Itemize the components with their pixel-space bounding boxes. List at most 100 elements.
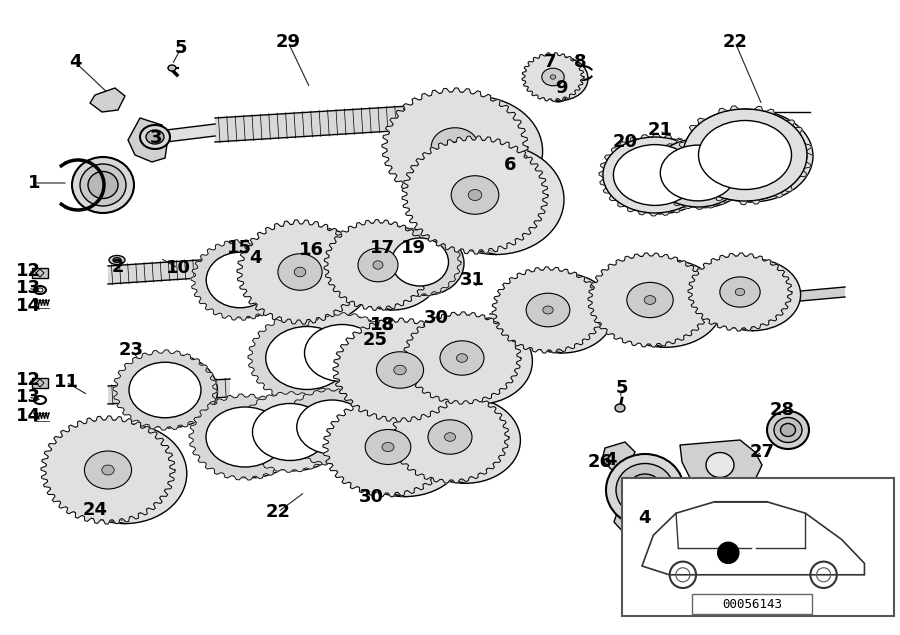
Ellipse shape (706, 453, 734, 478)
Text: 00056143: 00056143 (722, 598, 782, 610)
Ellipse shape (407, 140, 543, 250)
Text: 28: 28 (770, 401, 795, 419)
Ellipse shape (455, 344, 500, 378)
Ellipse shape (301, 401, 371, 455)
Ellipse shape (133, 363, 205, 418)
Ellipse shape (266, 326, 348, 389)
Polygon shape (490, 306, 580, 342)
Circle shape (717, 542, 739, 563)
Ellipse shape (293, 257, 338, 293)
Polygon shape (333, 318, 467, 422)
Ellipse shape (431, 128, 479, 166)
Text: 4: 4 (248, 249, 261, 267)
Ellipse shape (388, 231, 464, 295)
Text: 22: 22 (266, 503, 291, 521)
Text: 23: 23 (119, 341, 143, 359)
Polygon shape (289, 312, 395, 393)
Ellipse shape (692, 256, 788, 328)
Polygon shape (113, 350, 217, 430)
Ellipse shape (88, 171, 118, 199)
Text: 9: 9 (554, 79, 567, 97)
Text: 18: 18 (369, 316, 394, 334)
Ellipse shape (257, 317, 367, 401)
Ellipse shape (733, 279, 773, 310)
Ellipse shape (140, 125, 170, 149)
Ellipse shape (410, 398, 520, 483)
Ellipse shape (644, 296, 656, 304)
Ellipse shape (392, 238, 448, 286)
FancyBboxPatch shape (692, 594, 812, 614)
Ellipse shape (328, 223, 428, 307)
Ellipse shape (472, 180, 520, 218)
Text: 1: 1 (28, 174, 40, 192)
Ellipse shape (309, 325, 383, 382)
Polygon shape (379, 227, 461, 297)
Ellipse shape (206, 407, 284, 467)
Ellipse shape (549, 70, 572, 87)
Ellipse shape (550, 75, 556, 79)
Polygon shape (649, 137, 747, 209)
Polygon shape (403, 312, 521, 404)
Ellipse shape (101, 455, 148, 493)
Text: 30: 30 (358, 488, 383, 506)
Ellipse shape (735, 288, 745, 296)
Ellipse shape (407, 96, 543, 206)
Text: 14: 14 (15, 297, 40, 315)
Polygon shape (580, 294, 700, 331)
Polygon shape (32, 268, 48, 278)
Polygon shape (108, 379, 230, 404)
Polygon shape (492, 267, 604, 353)
Polygon shape (324, 220, 432, 311)
Text: 25: 25 (363, 331, 388, 349)
Ellipse shape (543, 306, 553, 314)
Ellipse shape (592, 256, 708, 344)
Ellipse shape (445, 432, 455, 441)
Ellipse shape (428, 420, 472, 454)
Text: 6: 6 (504, 156, 517, 174)
Polygon shape (237, 220, 363, 324)
Text: 18: 18 (371, 316, 396, 334)
Ellipse shape (720, 277, 760, 307)
Polygon shape (678, 106, 812, 204)
Ellipse shape (407, 315, 517, 401)
Polygon shape (365, 318, 490, 350)
Ellipse shape (422, 318, 533, 404)
Ellipse shape (278, 254, 322, 290)
Polygon shape (402, 136, 548, 254)
Ellipse shape (242, 224, 358, 320)
Polygon shape (128, 118, 168, 162)
Ellipse shape (627, 474, 662, 506)
Ellipse shape (129, 362, 201, 418)
Text: 13: 13 (15, 388, 40, 406)
Text: 31: 31 (460, 271, 484, 289)
Polygon shape (688, 253, 792, 331)
Polygon shape (680, 440, 762, 492)
Polygon shape (588, 253, 712, 347)
Polygon shape (382, 88, 528, 206)
Ellipse shape (358, 248, 398, 282)
Ellipse shape (85, 451, 131, 489)
Ellipse shape (113, 258, 121, 262)
Ellipse shape (382, 433, 427, 468)
Polygon shape (228, 256, 255, 278)
Text: 22: 22 (723, 33, 748, 51)
Ellipse shape (376, 352, 424, 388)
Ellipse shape (451, 132, 499, 170)
Text: 3: 3 (149, 129, 162, 147)
Polygon shape (602, 442, 635, 470)
Text: 4: 4 (638, 509, 650, 527)
Ellipse shape (767, 411, 809, 449)
Ellipse shape (109, 255, 125, 265)
Text: 5: 5 (616, 379, 628, 397)
Ellipse shape (661, 145, 735, 201)
Text: 10: 10 (166, 259, 191, 277)
Polygon shape (392, 391, 509, 483)
Ellipse shape (63, 424, 187, 524)
Ellipse shape (253, 403, 328, 460)
Ellipse shape (289, 392, 383, 464)
Ellipse shape (122, 354, 218, 428)
Ellipse shape (643, 286, 689, 321)
Ellipse shape (199, 244, 289, 318)
Ellipse shape (456, 354, 467, 363)
Polygon shape (191, 240, 289, 320)
